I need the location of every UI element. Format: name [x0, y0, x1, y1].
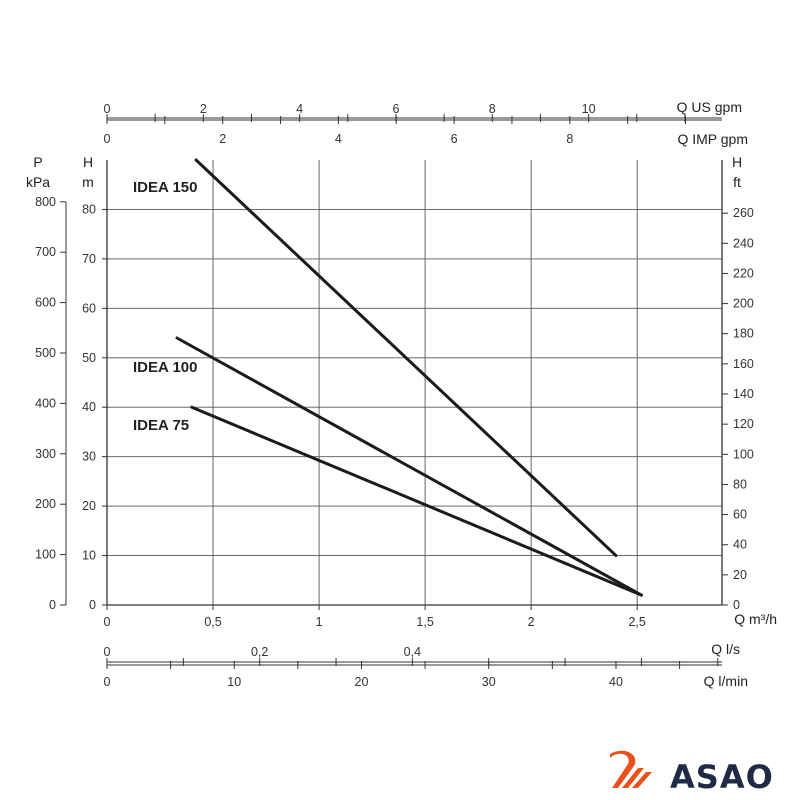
- h-m-axis-subunit: m: [82, 174, 94, 190]
- h-ft-axis-subunit: ft: [733, 174, 741, 190]
- series-label: IDEA 100: [133, 359, 197, 376]
- tick-label-h-m: 70: [82, 252, 96, 266]
- axis-imp-gpm-tick-label: 2: [219, 132, 226, 146]
- tick-label-h-m: 40: [82, 400, 96, 414]
- axis-l-min-tick-label: 0: [104, 675, 111, 689]
- asao-logo: ASAO: [610, 750, 774, 796]
- tick-label-h-ft: 180: [733, 327, 754, 341]
- grid: [107, 160, 722, 605]
- tick-label-h-m: 30: [82, 450, 96, 464]
- series-line: [194, 158, 618, 558]
- tick-label-p-kpa: 500: [35, 346, 56, 360]
- tick-label-p-kpa: 300: [35, 447, 56, 461]
- tick-label-h-ft: 0: [733, 598, 740, 612]
- tick-label-x-m3h: 0,5: [204, 615, 221, 629]
- p-axis-subunit: kPa: [26, 174, 50, 190]
- h-m-axis-unit: H: [83, 154, 93, 170]
- series-line: [175, 336, 643, 597]
- tick-label-h-m: 0: [89, 598, 96, 612]
- tick-label-h-ft: 240: [733, 236, 754, 250]
- axis-us-gpm-tick-label: 0: [104, 102, 111, 116]
- tick-label-x-m3h: 2: [528, 615, 535, 629]
- tick-label-h-ft: 40: [733, 538, 747, 552]
- axis-l-min-tick-label: 20: [355, 675, 369, 689]
- axis-l-min-tick-label: 30: [482, 675, 496, 689]
- axis-imp-gpm-label: Q IMP gpm: [677, 131, 748, 147]
- axis-imp-gpm-tick-label: 6: [451, 132, 458, 146]
- x-axis-main-label: Q m³/h: [734, 611, 777, 627]
- axis-l-min-tick-label: 40: [609, 675, 623, 689]
- tick-label-h-m: 10: [82, 549, 96, 563]
- tick-label-h-ft: 220: [733, 266, 754, 280]
- logo-mark: [610, 750, 652, 788]
- tick-label-p-kpa: 800: [35, 195, 56, 209]
- axis-l-min-label: Q l/min: [704, 673, 748, 689]
- tick-label-p-kpa: 400: [35, 396, 56, 410]
- tick-label-h-ft: 140: [733, 387, 754, 401]
- tick-label-h-ft: 260: [733, 206, 754, 220]
- tick-label-p-kpa: 100: [35, 548, 56, 562]
- tick-label-h-ft: 200: [733, 297, 754, 311]
- axis-l-s-tick-label: 0,4: [404, 645, 421, 659]
- tick-label-h-ft: 120: [733, 417, 754, 431]
- series-label: IDEA 75: [133, 417, 189, 434]
- axis-us-gpm-tick-label: 4: [296, 102, 303, 116]
- tick-label-h-ft: 60: [733, 508, 747, 522]
- axis-imp-gpm-tick-label: 0: [104, 132, 111, 146]
- tick-label-h-ft: 20: [733, 568, 747, 582]
- tick-label-x-m3h: 1: [316, 615, 323, 629]
- axis-imp-gpm-tick-label: 8: [566, 132, 573, 146]
- tick-label-p-kpa: 600: [35, 296, 56, 310]
- axis-l-s-label: Q l/s: [711, 641, 740, 657]
- tick-label-x-m3h: 1,5: [416, 615, 433, 629]
- axes-frame: [106, 160, 723, 606]
- axis-l-s-tick-label: 0,2: [251, 645, 268, 659]
- tick-label-h-m: 80: [82, 202, 96, 216]
- tick-label-h-ft: 80: [733, 477, 747, 491]
- tick-label-h-m: 60: [82, 301, 96, 315]
- p-axis-unit: P: [33, 154, 42, 170]
- axis-l-s-tick-label: 0: [104, 645, 111, 659]
- axis-l-min-tick-label: 10: [227, 675, 241, 689]
- axis-ticks: [60, 114, 728, 669]
- series-label: IDEA 150: [133, 179, 197, 196]
- axis-us-gpm-tick-label: 8: [489, 102, 496, 116]
- axis-imp-gpm-tick-label: 4: [335, 132, 342, 146]
- tick-label-x-m3h: 0: [104, 615, 111, 629]
- axis-us-gpm-label: Q US gpm: [677, 99, 742, 115]
- series-lines: [175, 158, 643, 597]
- h-ft-axis-unit: H: [732, 154, 742, 170]
- tick-label-p-kpa: 700: [35, 245, 56, 259]
- axis-labels: 0102030405060708001002003004005006007008…: [26, 99, 777, 689]
- tick-label-p-kpa: 0: [49, 598, 56, 612]
- tick-label-h-m: 50: [82, 351, 96, 365]
- tick-label-x-m3h: 2,5: [628, 615, 645, 629]
- tick-label-p-kpa: 200: [35, 497, 56, 511]
- logo-text: ASAO: [670, 758, 774, 796]
- axis-us-gpm-tick-label: 6: [392, 102, 399, 116]
- tick-label-h-ft: 160: [733, 357, 754, 371]
- axis-us-gpm-tick-label: 10: [582, 102, 596, 116]
- series-line: [190, 405, 643, 597]
- tick-label-h-ft: 100: [733, 447, 754, 461]
- axis-us-gpm-tick-label: 2: [200, 102, 207, 116]
- tick-label-h-m: 20: [82, 499, 96, 513]
